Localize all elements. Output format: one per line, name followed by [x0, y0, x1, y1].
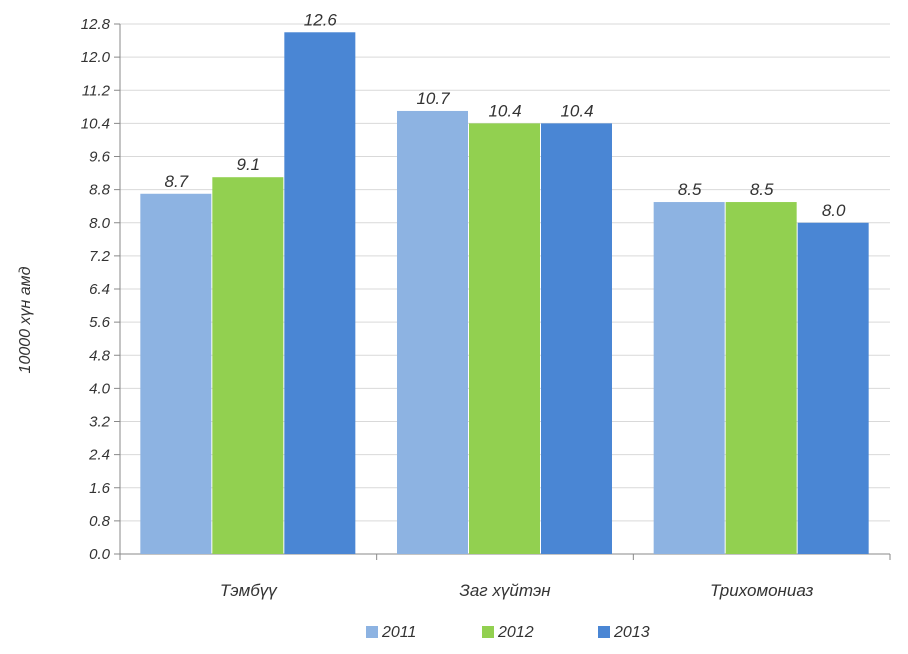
- bar-2013-1: [541, 123, 612, 554]
- x-category-label: Заг хүйтэн: [459, 581, 551, 600]
- y-tick-label: 3.2: [89, 414, 111, 431]
- legend-label: 2012: [497, 624, 534, 641]
- y-tick-label: 9.6: [89, 149, 111, 166]
- y-tick-label: 5.6: [89, 314, 111, 331]
- x-category-label: Тэмбүү: [220, 581, 278, 600]
- y-tick-label: 0.0: [89, 546, 111, 563]
- data-label: 10.7: [416, 89, 450, 108]
- y-tick-label: 1.6: [89, 480, 111, 497]
- x-category-label: Трихомониаз: [710, 581, 813, 600]
- legend-swatch-2011: [366, 626, 378, 638]
- legend: 2011 2012 2013: [366, 624, 650, 641]
- y-tick-label: 2.4: [88, 447, 110, 464]
- y-tick-label: 8.0: [89, 215, 111, 232]
- data-label: 9.1: [237, 155, 261, 174]
- bar-2011-0: [140, 193, 212, 554]
- data-label: 12.6: [304, 10, 338, 29]
- data-label: 8.5: [750, 180, 774, 199]
- y-tick-label: 12.0: [81, 49, 111, 66]
- bar-2012-0: [212, 177, 284, 554]
- legend-label: 2013: [613, 624, 650, 641]
- bar-2011-1: [397, 110, 468, 554]
- data-label: 8.7: [165, 172, 189, 191]
- y-tick-label: 4.8: [89, 347, 111, 364]
- legend-swatch-2012: [482, 626, 494, 638]
- bar-2013-0: [284, 32, 356, 554]
- y-tick-label: 12.8: [81, 16, 111, 33]
- y-tick-label: 6.4: [89, 281, 110, 298]
- legend-swatch-2013: [598, 626, 610, 638]
- data-label: 10.4: [488, 101, 521, 120]
- y-tick-label: 7.2: [89, 248, 111, 265]
- y-tick-label: 0.8: [89, 513, 111, 530]
- bar-2011-2: [653, 202, 725, 554]
- data-label: 8.5: [678, 180, 702, 199]
- y-tick-label: 10.4: [81, 115, 110, 132]
- labels: 8.7 9.1 12.6 10.7 10.4 10.4 8.5 8.5 8.0: [165, 10, 847, 219]
- data-label: 10.4: [560, 101, 593, 120]
- y-tick-label: 11.2: [82, 82, 111, 99]
- y-tick-label: 4.0: [89, 380, 111, 397]
- legend-label: 2011: [381, 624, 416, 641]
- bars: [140, 32, 869, 554]
- data-label: 8.0: [822, 201, 846, 220]
- bar-2012-1: [469, 123, 540, 554]
- y-axis-title: 10000 хүн амд: [17, 266, 34, 373]
- bar-2012-2: [725, 202, 797, 554]
- y-tick-label: 8.8: [89, 182, 111, 199]
- bar-2013-2: [797, 222, 869, 554]
